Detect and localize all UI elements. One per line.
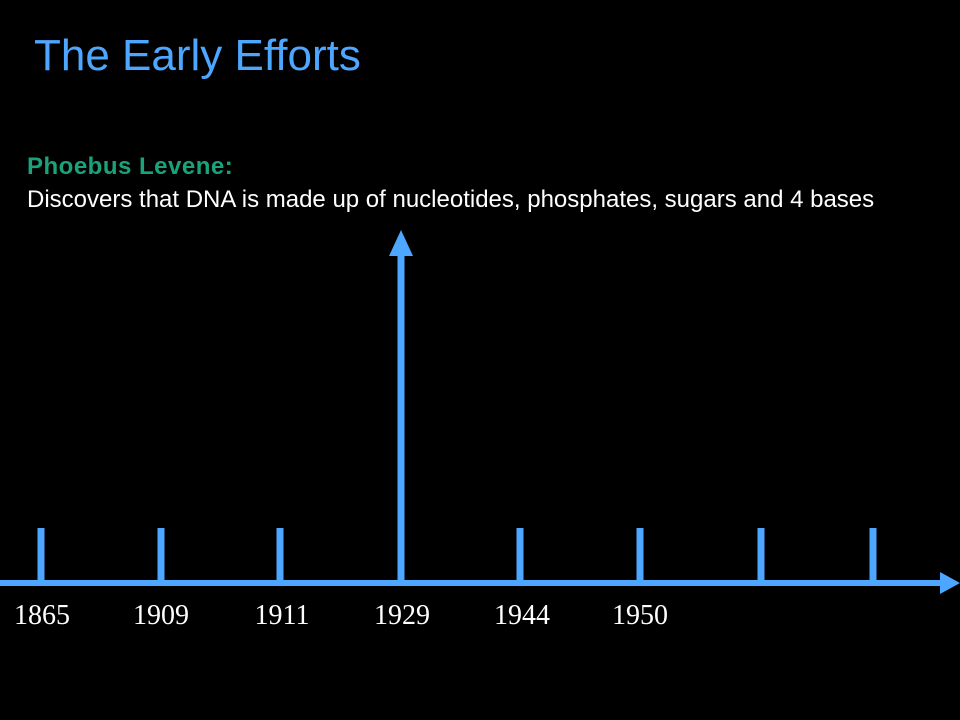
event-description: Discovers that DNA is made up of nucleot… xyxy=(27,186,875,213)
year-label: 1865 xyxy=(14,600,70,631)
slide-title: The Early Efforts xyxy=(34,31,361,80)
year-label: 1929 xyxy=(374,600,430,631)
year-label: 1944 xyxy=(494,600,550,631)
year-label: 1911 xyxy=(254,600,310,631)
event-callout: Phoebus Levene: Discovers that DNA is ma… xyxy=(27,150,927,216)
event-marker-arrow-icon xyxy=(389,230,413,256)
timeline-arrowhead-icon xyxy=(940,572,960,594)
year-label: 1950 xyxy=(612,600,668,631)
year-label: 1909 xyxy=(133,600,189,631)
event-heading: Phoebus Levene: xyxy=(27,153,234,180)
